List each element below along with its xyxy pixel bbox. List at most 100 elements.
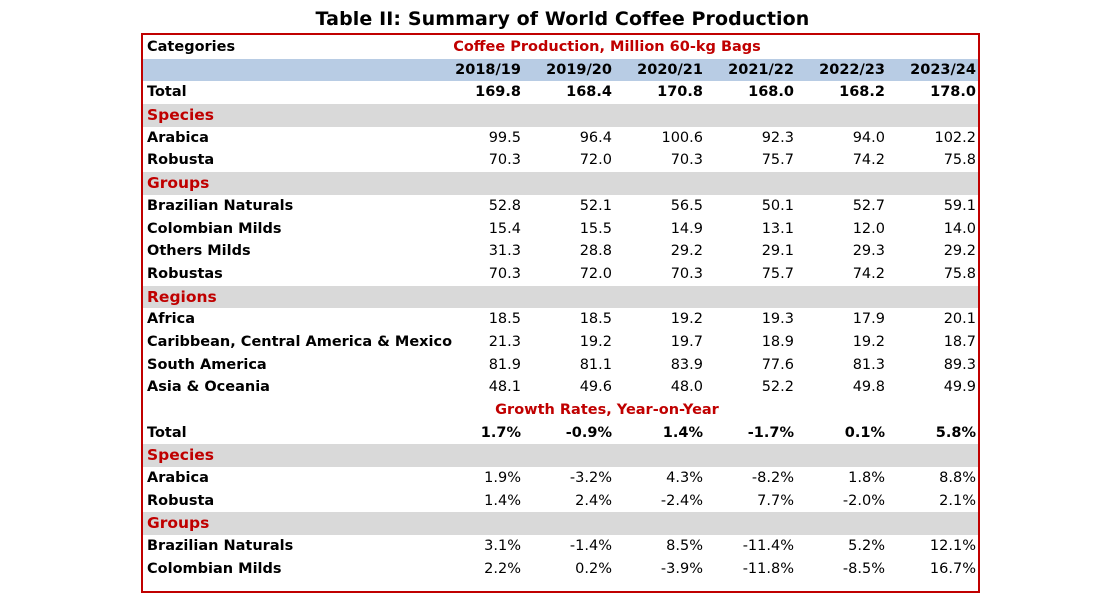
value-cell: -11.4%	[742, 538, 794, 555]
categories-label: Categories	[147, 39, 236, 55]
section-label: Regions	[147, 287, 217, 306]
table-title: Table II: Summary of World Coffee Produc…	[315, 8, 810, 30]
row-label: Africa	[147, 311, 196, 328]
value-cell: 19.2	[852, 333, 885, 350]
value-cell: 168.4	[566, 84, 612, 101]
section-label: Groups	[147, 174, 210, 193]
production-heading: Coffee Production, Million 60-kg Bags	[453, 39, 761, 55]
value-cell: 77.6	[761, 356, 794, 373]
value-cell: -8.2%	[751, 470, 794, 487]
value-cell: 74.2	[852, 152, 885, 169]
row-label: South America	[147, 356, 267, 373]
value-cell: 75.8	[943, 265, 976, 282]
value-cell: 75.7	[761, 265, 794, 282]
value-cell: 29.3	[852, 243, 885, 260]
value-cell: 56.5	[670, 197, 703, 214]
section-header-species: Species	[143, 444, 978, 468]
value-cell: 96.4	[579, 129, 612, 146]
value-cell: 20.1	[943, 311, 976, 328]
value-cell: 8.8%	[939, 470, 976, 487]
year-header: 2018/19	[455, 61, 521, 78]
production-total-row: Total 169.8 168.4 170.8 168.0 168.2 178.…	[143, 81, 978, 104]
value-cell: 1.4%	[484, 492, 521, 509]
value-cell: 59.1	[943, 197, 976, 214]
value-cell: 49.9	[943, 379, 976, 396]
row-label: Brazilian Naturals	[147, 538, 294, 555]
value-cell: 48.0	[670, 379, 703, 396]
table-row: Robusta 1.4% 2.4% -2.4% 7.7% -2.0% 2.1%	[143, 490, 978, 513]
value-cell: 75.8	[943, 152, 976, 169]
value-cell: 75.7	[761, 152, 794, 169]
row-label: Robustas	[147, 265, 223, 282]
value-cell: 70.3	[670, 152, 703, 169]
value-cell: -1.4%	[569, 538, 612, 555]
row-label: Colombian Milds	[147, 560, 282, 577]
value-cell: 18.9	[761, 333, 794, 350]
value-cell: -3.9%	[660, 560, 703, 577]
row-label: Total	[147, 84, 187, 101]
value-cell: 12.0	[852, 220, 885, 237]
section-label: Species	[147, 446, 215, 465]
value-cell: 2.2%	[484, 560, 521, 577]
value-cell: 5.8%	[935, 424, 976, 441]
value-cell: 49.6	[579, 379, 612, 396]
value-cell: 8.5%	[666, 538, 703, 555]
value-cell: 12.1%	[929, 538, 976, 555]
section-header-groups: Groups	[143, 172, 978, 195]
year-header: 2019/20	[546, 61, 612, 78]
value-cell: 1.7%	[480, 424, 521, 441]
year-header: 2020/21	[637, 61, 703, 78]
row-label: Total	[147, 424, 187, 441]
value-cell: 99.5	[488, 129, 521, 146]
value-cell: -3.2%	[569, 470, 612, 487]
value-cell: 52.7	[852, 197, 885, 214]
value-cell: 3.1%	[484, 538, 521, 555]
year-header: 2023/24	[910, 61, 976, 78]
value-cell: 92.3	[761, 129, 794, 146]
row-label: Robusta	[147, 492, 215, 509]
value-cell: 15.4	[488, 220, 521, 237]
value-cell: 0.2%	[575, 560, 612, 577]
value-cell: 5.2%	[848, 538, 885, 555]
row-label: Arabica	[147, 470, 209, 487]
value-cell: 18.7	[943, 333, 976, 350]
coffee-production-table: Categories Coffee Production, Million 60…	[143, 36, 978, 581]
value-cell: 7.7%	[757, 492, 794, 509]
value-cell: 29.2	[670, 243, 703, 260]
row-label: Robusta	[147, 152, 215, 169]
value-cell: -0.9%	[565, 424, 612, 441]
table-row: Caribbean, Central America & Mexico 21.3…	[143, 331, 978, 354]
value-cell: 70.3	[670, 265, 703, 282]
value-cell: 83.9	[670, 356, 703, 373]
value-cell: 72.0	[579, 152, 612, 169]
value-cell: 14.9	[670, 220, 703, 237]
value-cell: 29.1	[761, 243, 794, 260]
value-cell: 29.2	[943, 243, 976, 260]
year-header: 2022/23	[819, 61, 885, 78]
value-cell: 1.4%	[662, 424, 703, 441]
value-cell: 13.1	[761, 220, 794, 237]
value-cell: 15.5	[579, 220, 612, 237]
value-cell: 4.3%	[666, 470, 703, 487]
table-row: Robustas 70.3 72.0 70.3 75.7 74.2 75.8	[143, 263, 978, 286]
year-header: 2021/22	[728, 61, 794, 78]
section-header-groups: Groups	[143, 512, 978, 536]
row-label: Caribbean, Central America & Mexico	[147, 333, 453, 350]
value-cell: -8.5%	[842, 560, 885, 577]
value-cell: -11.8%	[742, 560, 794, 577]
value-cell: 14.0	[943, 220, 976, 237]
value-cell: 2.4%	[575, 492, 612, 509]
value-cell: 49.8	[852, 379, 885, 396]
header-row: Categories Coffee Production, Million 60…	[143, 36, 978, 59]
table-row: Colombian Milds 15.4 15.5 14.9 13.1 12.0…	[143, 218, 978, 241]
value-cell: 170.8	[657, 84, 703, 101]
table-row: Colombian Milds 2.2% 0.2% -3.9% -11.8% -…	[143, 558, 978, 581]
value-cell: 168.0	[748, 84, 794, 101]
section-label: Species	[147, 106, 215, 125]
value-cell: -2.4%	[660, 492, 703, 509]
table-row: Others Milds 31.3 28.8 29.2 29.1 29.3 29…	[143, 240, 978, 263]
value-cell: 81.3	[852, 356, 885, 373]
section-header-species: Species	[143, 104, 978, 127]
row-label: Others Milds	[147, 243, 251, 260]
value-cell: 94.0	[852, 129, 885, 146]
